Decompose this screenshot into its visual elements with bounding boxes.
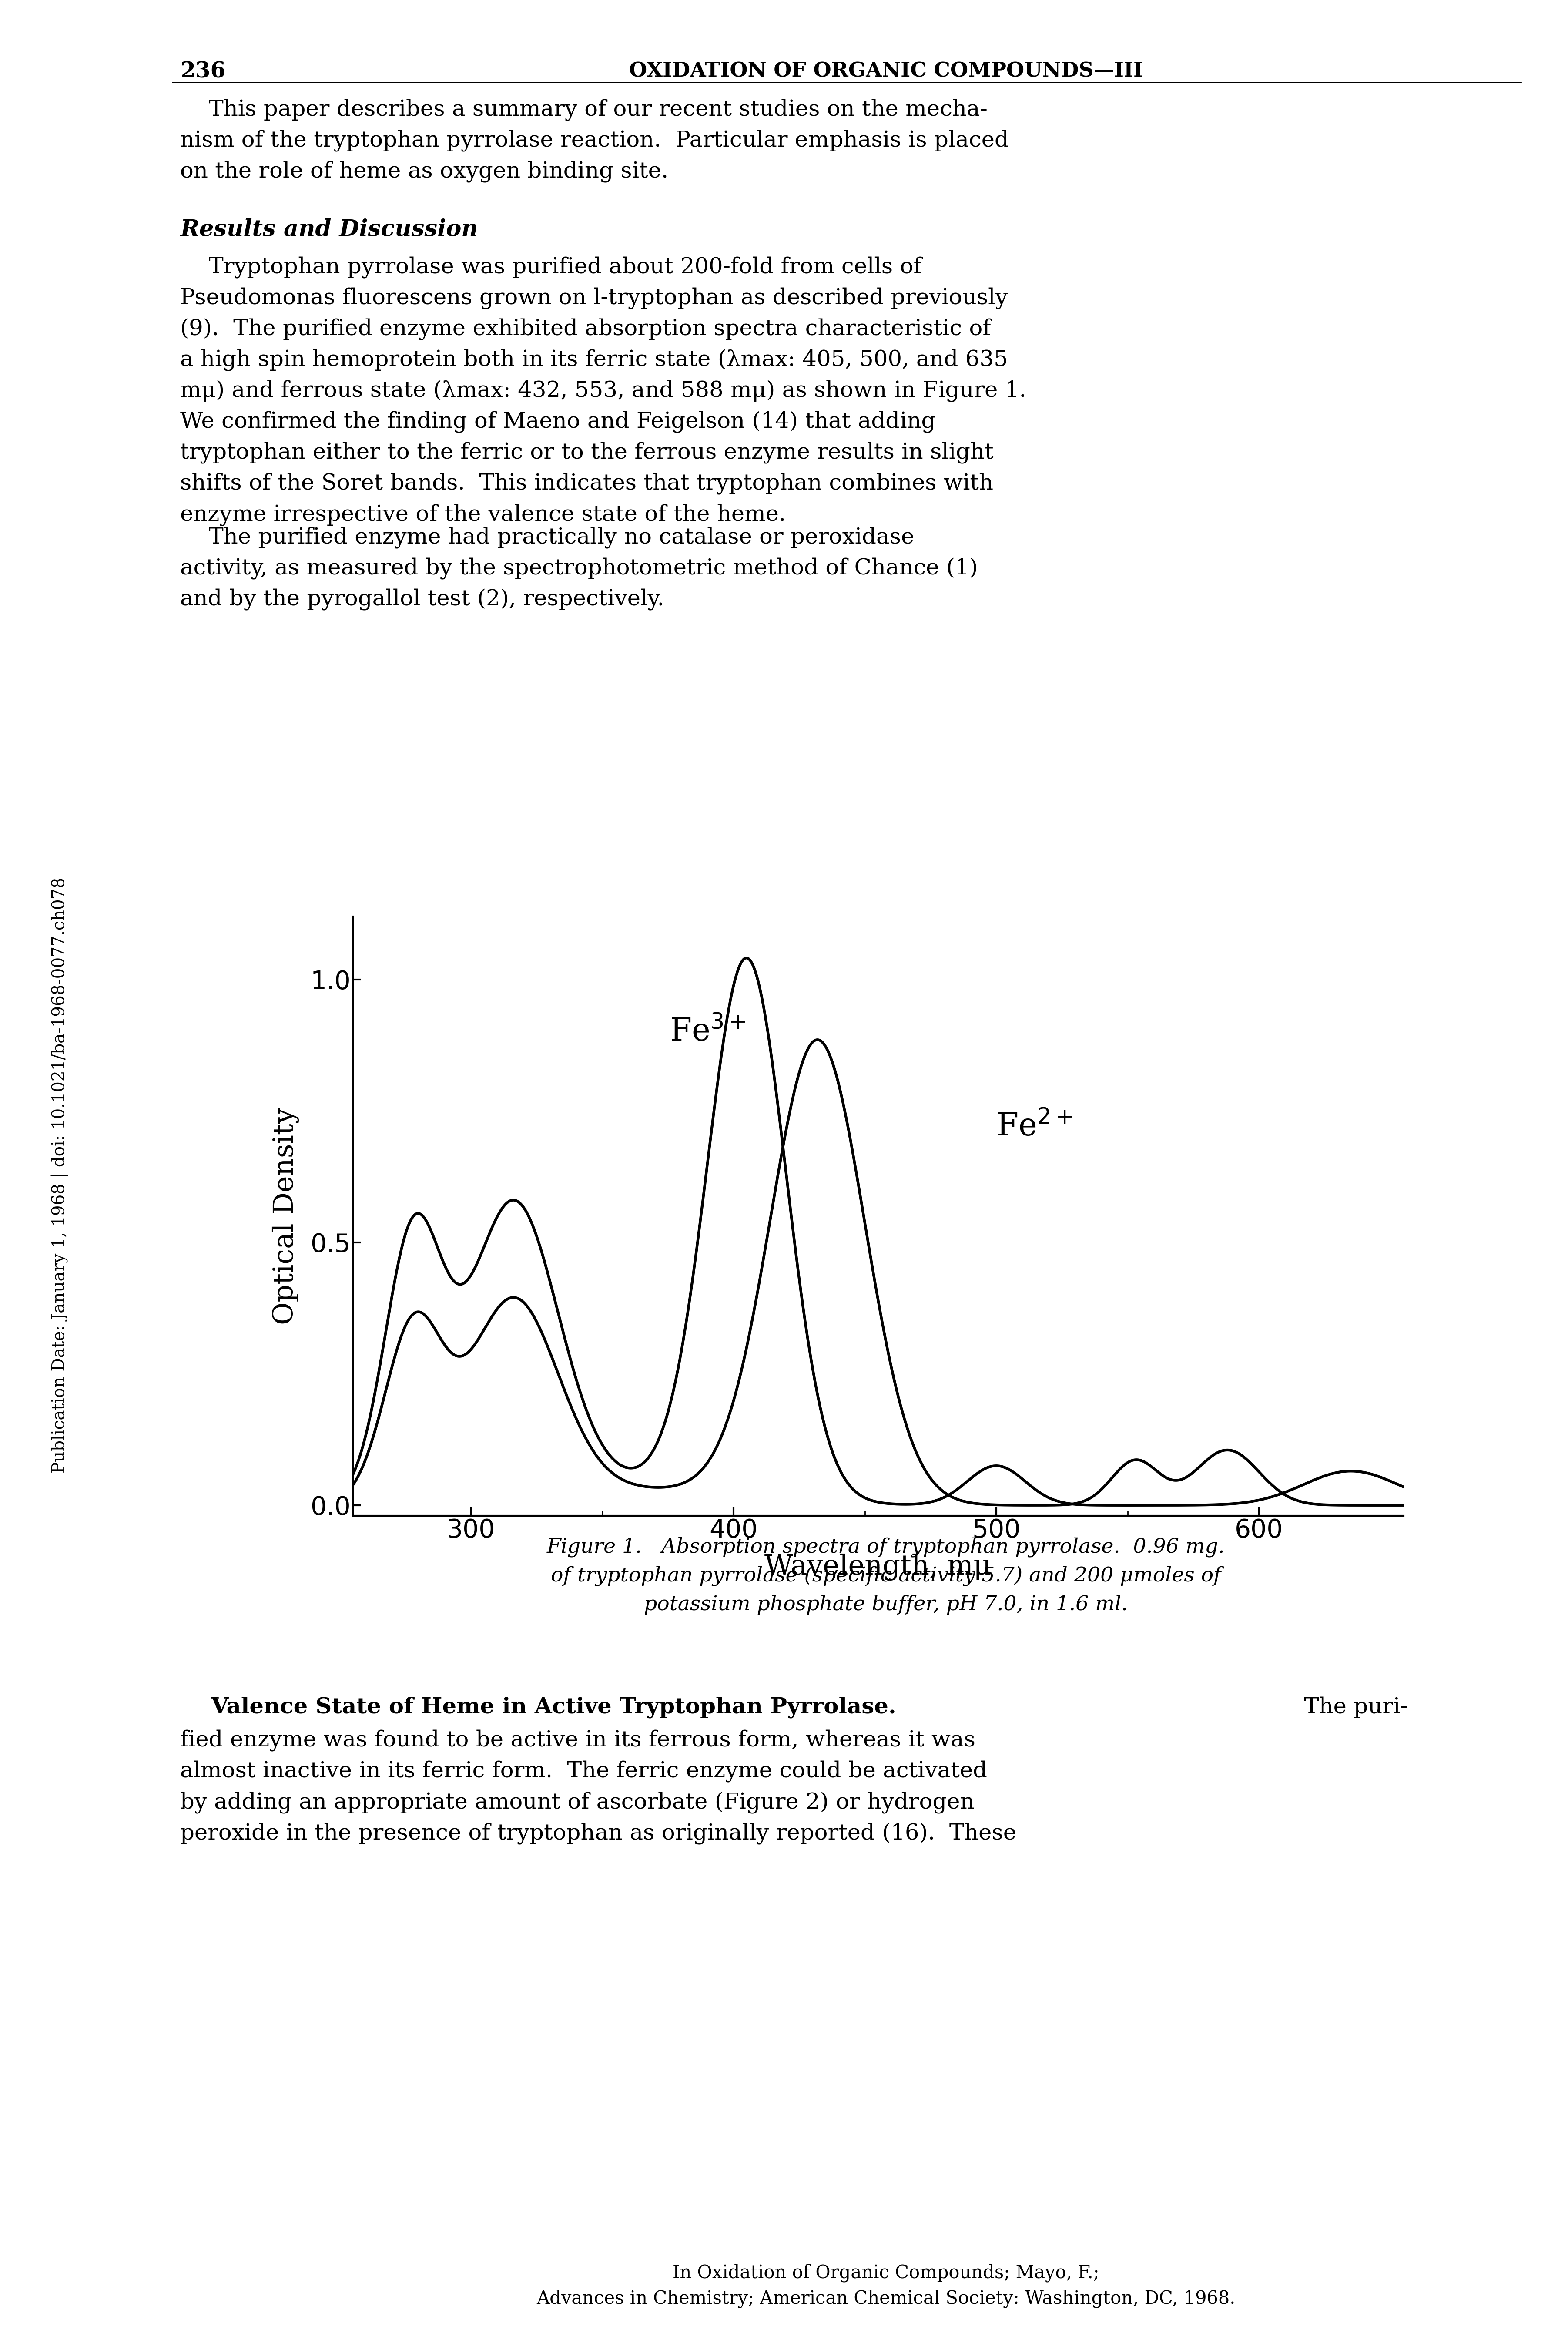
Text: Fe$^{2+}$: Fe$^{2+}$	[996, 1112, 1073, 1142]
Text: In Oxidation of Organic Compounds; Mayo, F.;
Advances in Chemistry; American Che: In Oxidation of Organic Compounds; Mayo,…	[536, 2263, 1236, 2308]
Text: Publication Date: January 1, 1968 | doi: 10.1021/ba-1968-0077.ch078: Publication Date: January 1, 1968 | doi:…	[52, 877, 67, 1473]
Text: 236: 236	[180, 61, 226, 82]
Text: Fe$^{3+}$: Fe$^{3+}$	[670, 1018, 745, 1048]
Text: OXIDATION OF ORGANIC COMPOUNDS—III: OXIDATION OF ORGANIC COMPOUNDS—III	[629, 61, 1143, 82]
Text: The puri-: The puri-	[1297, 1697, 1408, 1718]
Y-axis label: Optical Density: Optical Density	[273, 1107, 299, 1325]
Text: Figure 1.   Absorption spectra of tryptophan pyrrolase.  0.96 mg.
of tryptophan : Figure 1. Absorption spectra of tryptoph…	[547, 1537, 1225, 1614]
Text: Tryptophan pyrrolase was purified about 200-fold from cells of
Pseudomonas fluor: Tryptophan pyrrolase was purified about …	[180, 256, 1027, 526]
Text: This paper describes a summary of our recent studies on the mecha-
nism of the t: This paper describes a summary of our re…	[180, 99, 1010, 183]
Text: Results and Discussion: Results and Discussion	[180, 219, 478, 240]
Text: The purified enzyme had practically no catalase or peroxidase
activity, as measu: The purified enzyme had practically no c…	[180, 526, 978, 611]
Text: Valence State of Heme in Active Tryptophan Pyrrolase.: Valence State of Heme in Active Tryptoph…	[180, 1697, 897, 1718]
X-axis label: Wavelength, mμ: Wavelength, mμ	[765, 1553, 991, 1582]
Text: fied enzyme was found to be active in its ferrous form, whereas it was
almost in: fied enzyme was found to be active in it…	[180, 1730, 1016, 1845]
